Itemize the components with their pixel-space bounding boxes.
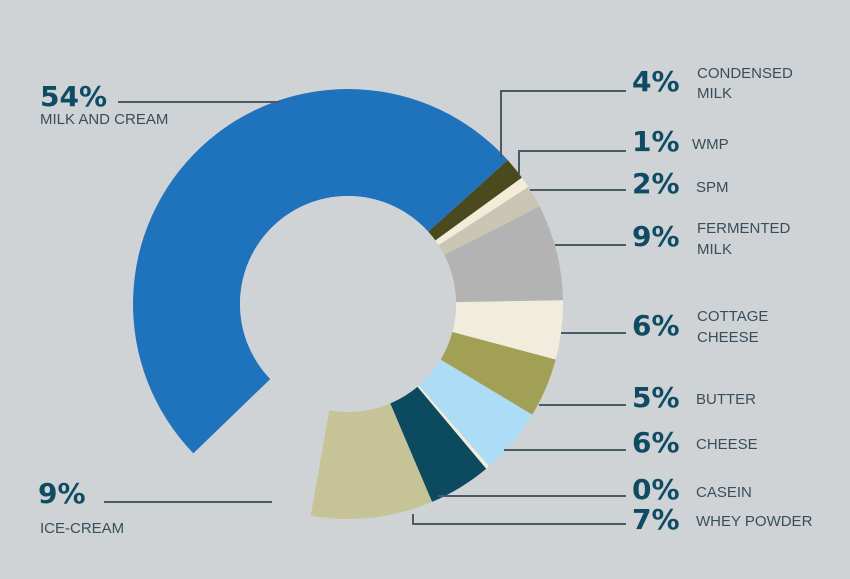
value-label-condensed-milk: 4%: [632, 65, 680, 98]
value-label-butter: 5%: [632, 381, 680, 414]
category-label-wmp: WMP: [692, 136, 729, 153]
category-label-condensed-milk-line-1: CONDENSED: [697, 65, 793, 82]
category-label-cottage-cheese-line-2: CHEESE: [697, 329, 759, 346]
category-label-ice-cream: ICE-CREAM: [40, 520, 124, 537]
category-label-fermented-milk-line-1: FERMENTED: [697, 220, 791, 237]
category-label-cheese: CHEESE: [696, 436, 758, 453]
category-label-whey-powder: WHEY POWDER: [696, 513, 813, 530]
category-label-spm: SPM: [696, 179, 729, 196]
slice-cheese: [418, 359, 533, 467]
slice-wmp: [435, 177, 529, 246]
value-label-wmp: 1%: [632, 125, 680, 158]
value-label-ice-cream: 9%: [38, 477, 86, 510]
slice-milk-and-cream: [132, 88, 508, 454]
slice-casein: [417, 385, 490, 469]
category-label-milk-and-cream: MILK AND CREAM: [40, 111, 168, 128]
slice-butter: [440, 331, 556, 415]
value-label-whey-powder: 7%: [632, 503, 680, 536]
leader-lines-group: [104, 90, 626, 525]
slice-ice-cream: [310, 403, 433, 519]
value-label-fermented-milk: 9%: [632, 220, 680, 253]
labels-group: 54%MILK AND CREAM 4% CONDENSED MILK 1% WMP 2% S…: [38, 65, 813, 537]
slice-spm: [438, 186, 540, 255]
category-label-condensed-milk-line-2: MILK: [697, 85, 732, 102]
slices-group: [132, 88, 563, 519]
value-label-cheese: 6%: [632, 426, 680, 459]
category-label-casein: CASEIN: [696, 484, 752, 501]
value-label-cottage-cheese: 6%: [632, 309, 680, 342]
leader-line-wmp: [518, 150, 626, 174]
leader-line-whey-powder: [412, 514, 626, 525]
value-label-casein: 0%: [632, 473, 680, 506]
value-label-milk-and-cream: 54%: [40, 80, 107, 113]
slice-fermented-milk: [444, 206, 563, 303]
category-label-butter: BUTTER: [696, 391, 756, 408]
category-label-fermented-milk-line-2: MILK: [697, 241, 732, 258]
category-label-cottage-cheese-line-1: COTTAGE: [697, 308, 768, 325]
donut-hole: [240, 196, 456, 412]
leader-line-condensed-milk: [500, 90, 626, 158]
slice-cottage-cheese: [452, 300, 563, 360]
slice-whey-powder: [390, 386, 487, 502]
value-label-spm: 2%: [632, 167, 680, 200]
slice-condensed-milk: [428, 160, 522, 241]
